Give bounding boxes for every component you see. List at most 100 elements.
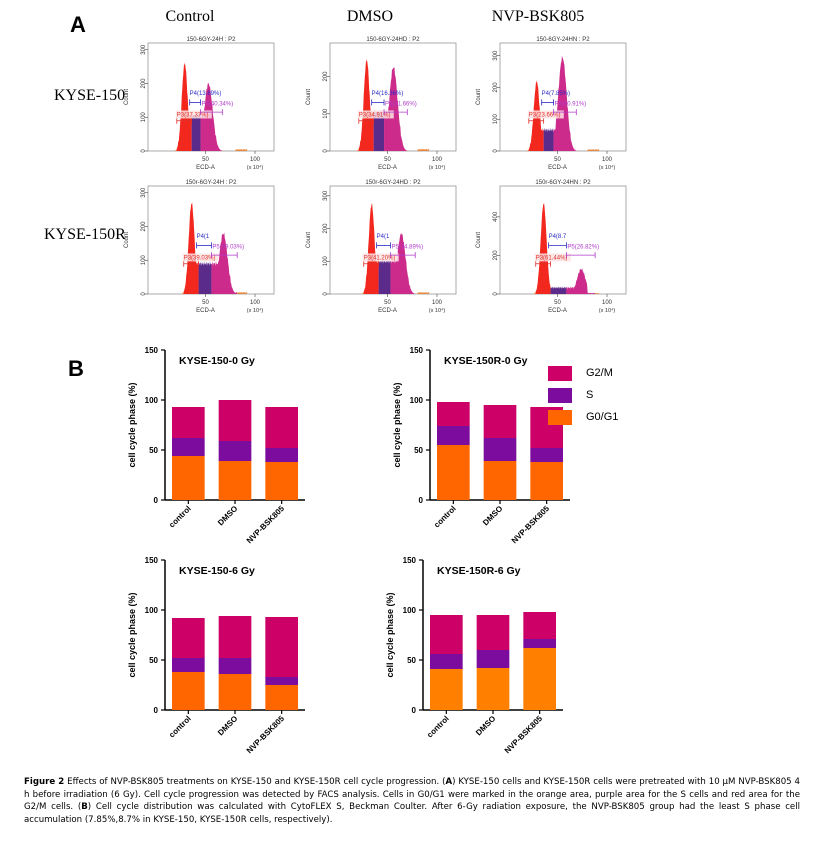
x-tick-label: 50 [202, 157, 209, 163]
gate-p3-label: P3(41.20%) [364, 255, 396, 261]
facs-histogram: 150-6GY-24HD : P2 0 100 200 Count 50 100 ECD-A (… [306, 37, 457, 171]
x-tick-label: NVP-BSK805 [245, 714, 287, 756]
y-tick-label: 0 [419, 496, 424, 505]
y-tick-label: 50 [414, 446, 423, 455]
x-tick-label: DMSO [216, 714, 239, 737]
y-tick-label: 0 [493, 149, 499, 153]
y-tick-label: 100 [410, 396, 424, 405]
bar-segment-s [530, 448, 563, 462]
gate-p3-label-bg [362, 253, 399, 262]
x-tick-label: 50 [554, 300, 561, 306]
chart-legend: G2/M S G0/G1 [548, 362, 618, 428]
histogram-title: 150-6GY-24HD : P2 [366, 37, 420, 43]
tail-region [407, 148, 430, 151]
s-phase-region [378, 259, 391, 294]
gate-p3-label-bg [527, 110, 564, 119]
bar-segment-s [430, 654, 463, 669]
facs-histogram: 150r-6GY-24HD : P2 0 100 200 300 Count 50 100 EC… [306, 180, 457, 314]
y-tick-label: 50 [149, 446, 158, 455]
bar-segment-g0g1 [530, 462, 563, 500]
row-header-kyse150: KYSE-150 [54, 87, 126, 104]
caption-text-2: ) KYSE-150 cells and KYSE-150R cells wer… [24, 777, 801, 813]
s-phase-region [198, 261, 212, 294]
x-axis-label: ECD-A [196, 308, 215, 314]
caption-ref-a: A [445, 777, 453, 787]
x-axis-unit: (x 10⁴) [429, 164, 446, 171]
bar-segment-g2m [265, 407, 298, 448]
gate-p4-label: P4(7.85%) [542, 91, 570, 97]
y-tick-label: 100 [323, 108, 329, 119]
legend-label-g2m: G2/M [586, 367, 613, 379]
s-phase-region [543, 127, 554, 151]
plot-frame [499, 185, 627, 295]
bar-segment-s [265, 677, 298, 685]
x-tick-label: 50 [384, 157, 391, 163]
legend-swatch-g2m [548, 365, 572, 381]
stacked-bar-chart: 0 50 100 150 cell cycle phase (%) KYSE-150-0 … [127, 346, 305, 545]
y-tick-label: 300 [323, 190, 329, 201]
column-header-dmso: DMSO [346, 8, 394, 25]
gate-p3-label-bg [175, 110, 212, 119]
y-tick-label: 300 [493, 50, 499, 61]
y-tick-label: 300 [141, 44, 147, 55]
y-tick-label: 200 [493, 82, 499, 93]
y-axis-label: Count [476, 89, 482, 105]
bar-segment-s [476, 650, 510, 668]
bar-segment-g0g1 [430, 669, 463, 710]
x-axis-label: ECD-A [548, 308, 567, 314]
y-tick-label: 0 [493, 292, 499, 296]
x-tick-label: control [167, 714, 193, 740]
legend-swatch-s [548, 387, 572, 403]
g2m-region [566, 268, 596, 294]
y-tick-label: 400 [493, 211, 499, 222]
bar-segment-s [523, 639, 556, 648]
bar-segment-g2m [430, 615, 463, 654]
gate-p5-label: P5(60.91%) [555, 102, 587, 108]
y-tick-label: 100 [493, 114, 499, 125]
row-header-kyse150r: KYSE-150R [44, 226, 126, 243]
gate-p3-label-bg [534, 253, 571, 262]
y-axis-label: cell cycle phase (%) [385, 592, 395, 677]
caption-text-1: Effects of NVP-BSK805 treatments on KYSE… [64, 777, 446, 787]
y-tick-label: 100 [403, 606, 417, 615]
x-axis-unit: (x 10⁴) [247, 164, 264, 171]
gate-p3-label: P3(37.37%) [177, 112, 209, 118]
y-tick-label: 200 [141, 78, 147, 89]
legend-item-g2m: G2/M [548, 362, 618, 384]
histogram-title: 150r-6GY-24HD : P2 [365, 180, 421, 186]
y-tick-label: 100 [145, 606, 159, 615]
legend-item-s: S [548, 384, 618, 406]
bar-segment-g0g1 [483, 461, 517, 500]
bar-segment-g0g1 [265, 462, 298, 500]
x-tick-label: 50 [202, 300, 209, 306]
s-phase-region [191, 113, 201, 151]
gate-p4-label: P4(1 [377, 234, 390, 240]
facs-histogram: 150-6GY-24HN : P2 0 100 200 300 Count 50 100 ECD… [476, 37, 627, 171]
debris-region [347, 291, 364, 294]
bar-segment-g0g1 [172, 456, 205, 500]
tail-region [415, 291, 430, 294]
x-tick-label: DMSO [481, 504, 504, 527]
histogram-title: 150-6GY-24HN : P2 [536, 37, 590, 43]
bar-segment-g0g1 [172, 672, 205, 710]
x-tick-label: 100 [432, 300, 443, 306]
gate-p3-label: P3(39.03%) [184, 255, 216, 261]
x-tick-label: 50 [384, 300, 391, 306]
x-axis-unit: (x 10⁴) [599, 307, 616, 314]
y-tick-label: 200 [323, 223, 329, 234]
y-tick-label: 100 [141, 255, 147, 266]
bar-segment-g2m [265, 617, 298, 677]
x-tick-label: control [167, 504, 193, 530]
x-axis-label: ECD-A [378, 308, 397, 314]
bar-segment-s [437, 426, 470, 445]
bar-segment-g0g1 [523, 648, 556, 710]
stacked-bar-chart: 0 50 100 150 cell cycle phase (%) KYSE-150R-0… [392, 346, 570, 545]
y-tick-label: 150 [410, 346, 424, 355]
s-phase-region [550, 286, 567, 294]
gate-p3-label: P3(61.44%) [536, 255, 568, 261]
facs-histogram: 150r-6GY-24HN : P2 0 200 400 Count 50 100 ECD-A… [476, 180, 627, 314]
gate-p3-label-bg [182, 253, 219, 262]
x-tick-label: control [425, 714, 451, 740]
gate-p3-label-bg [357, 110, 394, 119]
y-tick-label: 300 [141, 187, 147, 198]
